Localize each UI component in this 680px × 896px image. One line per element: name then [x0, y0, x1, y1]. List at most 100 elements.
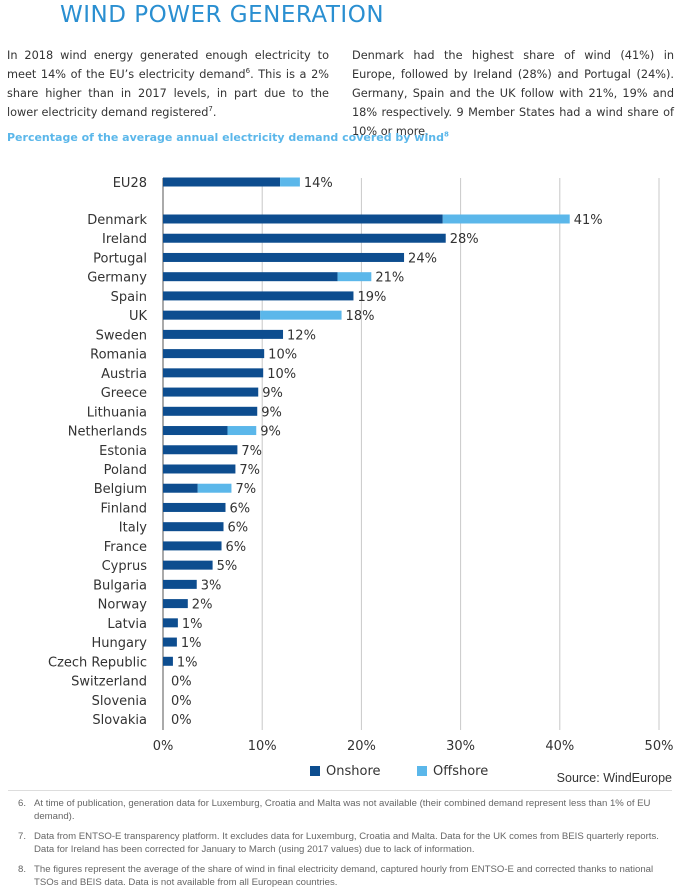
data-label: 1% [181, 636, 202, 651]
category-label: Czech Republic [48, 655, 147, 670]
bar-offshore [280, 177, 300, 187]
bar-onshore [163, 329, 284, 339]
category-label: EU28 [113, 176, 147, 191]
intro-paragraph-right: Denmark had the highest share of wind (4… [352, 49, 674, 138]
data-label: 21% [375, 271, 404, 286]
bar-onshore [163, 541, 222, 551]
category-label: Greece [101, 386, 147, 401]
x-tick-label: 40% [545, 739, 574, 754]
data-label: 19% [357, 290, 386, 305]
category-label: Latvia [107, 617, 147, 632]
chart-subtitle: Percentage of the average annual electri… [7, 131, 449, 144]
category-label: Lithuania [87, 405, 147, 420]
x-tick-label: 0% [153, 739, 174, 754]
data-label: 24% [408, 251, 437, 266]
data-label: 0% [171, 713, 192, 728]
footnotes: 6. At time of publication, generation dat… [8, 797, 672, 896]
intro-paragraph-left: In 2018 wind energy generated enough ele… [7, 46, 329, 122]
bar-onshore [163, 310, 261, 320]
category-label: Poland [104, 463, 147, 478]
footnote-text: At time of publication, generation data … [34, 798, 651, 822]
footnote-number: 8. [18, 864, 27, 875]
category-label: Sweden [96, 328, 147, 343]
footnote-number: 6. [18, 798, 27, 809]
chart-x-tick-labels: 0% 10% 20% 30% 40% 50% [153, 739, 674, 754]
data-label: 7% [239, 463, 260, 478]
bar-onshore [163, 233, 446, 243]
intro-left-text-end: . [212, 106, 217, 119]
data-label: 0% [171, 694, 192, 709]
data-label: 6% [228, 521, 249, 536]
bar-onshore [163, 502, 226, 512]
data-label: 10% [267, 367, 296, 382]
footnote-separator [8, 790, 672, 791]
category-label: Romania [90, 348, 147, 363]
data-label: 9% [261, 405, 282, 420]
category-label: Italy [119, 521, 148, 536]
bar-onshore [163, 252, 405, 262]
category-label: UK [129, 309, 148, 324]
category-label: Germany [87, 271, 147, 286]
bar-onshore [163, 177, 281, 187]
category-label: France [104, 540, 147, 555]
bar-onshore [163, 368, 264, 378]
data-label: 41% [574, 213, 603, 228]
bar-onshore [163, 560, 213, 570]
data-label: 9% [260, 425, 281, 440]
footnote-ref-8: 8 [443, 130, 449, 139]
chart-subtitle-text: Percentage of the average annual electri… [7, 131, 444, 144]
data-label: 14% [304, 176, 333, 191]
category-label: Bulgaria [93, 578, 147, 593]
legend-label: Onshore [326, 764, 381, 779]
bar-offshore [227, 426, 257, 436]
chart-source: Source: WindEurope [557, 771, 672, 785]
data-label: 6% [226, 540, 247, 555]
category-label: Switzerland [71, 675, 147, 690]
data-label: 2% [192, 598, 213, 613]
data-label: 7% [235, 482, 256, 497]
category-label: Slovakia [92, 713, 147, 728]
bar-onshore [163, 579, 197, 589]
category-label: Hungary [91, 636, 147, 651]
footnote-7: 7. Data from ENTSO-E transparency platfor… [8, 830, 672, 856]
x-tick-label: 20% [347, 739, 376, 754]
x-tick-label: 10% [248, 739, 277, 754]
bar-onshore [163, 214, 443, 224]
category-label: Slovenia [92, 694, 147, 709]
footnote-ref-7: 7 [208, 105, 213, 114]
bar-onshore [163, 599, 188, 609]
x-tick-label: 30% [446, 739, 475, 754]
page-title: WIND POWER GENERATION [60, 2, 385, 28]
data-label: 1% [177, 655, 198, 670]
bar-onshore [163, 464, 236, 474]
chart-category-labels: EU28 Denmark Ireland Portugal Germany Spain UK… [48, 176, 147, 728]
data-label: 12% [287, 328, 316, 343]
chart-data-labels: 14% 41% 28% 24% 21% 19% 18% 12% 10% 10% 9% 9% 9% 7% 7%… [171, 176, 603, 728]
data-label: 0% [171, 675, 192, 690]
category-label: Cyprus [102, 559, 148, 574]
category-label: Finland [101, 501, 147, 516]
chart-legend: Onshore Offshore [310, 764, 488, 779]
data-label: 18% [346, 309, 375, 324]
footnote-8: 8. The figures represent the average of t… [8, 863, 672, 889]
bar-onshore [163, 522, 224, 532]
data-label: 10% [268, 348, 297, 363]
category-label: Belgium [94, 482, 147, 497]
chart-bars [163, 177, 570, 666]
category-label: Denmark [87, 213, 147, 228]
legend-swatch [417, 766, 427, 776]
bar-onshore [163, 656, 173, 666]
footnote-text: The figures represent the average of the… [34, 864, 654, 888]
x-tick-label: 50% [645, 739, 674, 754]
category-label: Netherlands [68, 425, 147, 440]
data-label: 3% [201, 578, 222, 593]
intro-left-text: In 2018 wind energy generated enough ele… [7, 49, 329, 81]
category-label: Austria [101, 367, 147, 382]
bar-onshore [163, 637, 177, 647]
footnote-number: 7. [18, 831, 27, 842]
footnote-6: 6. At time of publication, generation dat… [8, 797, 672, 823]
bar-onshore [163, 618, 178, 628]
bar-offshore [337, 272, 372, 282]
data-label: 7% [241, 444, 262, 459]
intro-left-text-cont: . This is a 2% share higher than in 2017… [7, 68, 329, 119]
